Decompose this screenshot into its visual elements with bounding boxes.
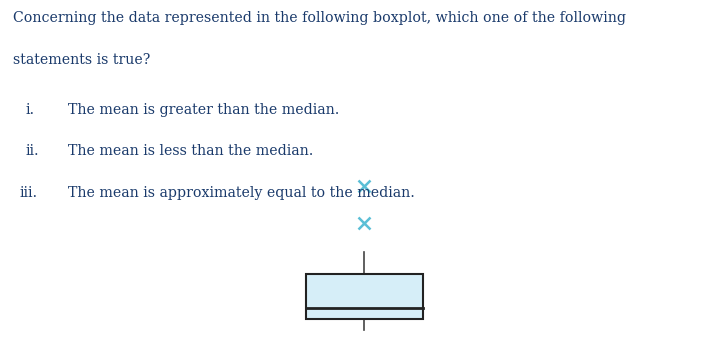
Text: statements is true?: statements is true? xyxy=(13,53,150,67)
Bar xyxy=(306,274,423,319)
Text: ii.: ii. xyxy=(25,144,39,159)
Text: The mean is less than the median.: The mean is less than the median. xyxy=(68,144,313,159)
Text: iii.: iii. xyxy=(19,186,37,200)
Text: The mean is greater than the median.: The mean is greater than the median. xyxy=(68,103,339,117)
Text: The mean is approximately equal to the median.: The mean is approximately equal to the m… xyxy=(68,186,415,200)
Text: i.: i. xyxy=(25,103,34,117)
Text: Concerning the data represented in the following boxplot, which one of the follo: Concerning the data represented in the f… xyxy=(13,11,626,25)
